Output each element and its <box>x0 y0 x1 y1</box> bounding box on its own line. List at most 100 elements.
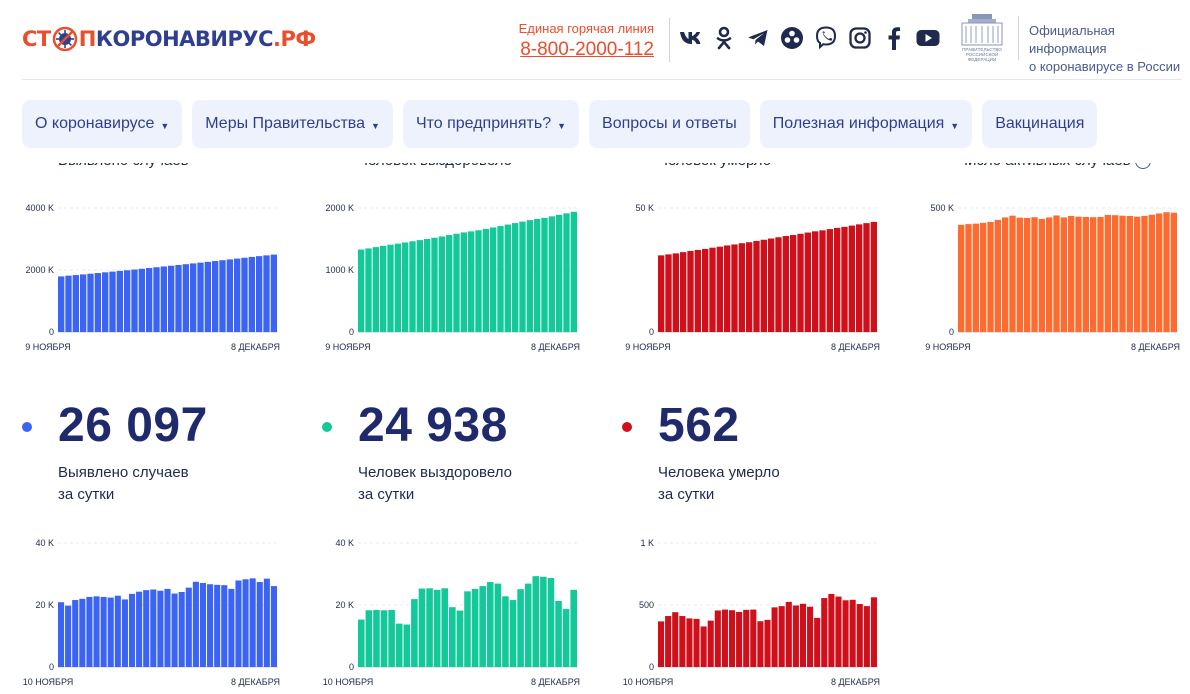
bar <box>819 230 826 332</box>
x-end-label: 8 ДЕКАБРЯ <box>531 677 580 687</box>
bar <box>402 242 409 332</box>
bar <box>563 213 570 332</box>
bar <box>562 609 570 667</box>
bar <box>365 610 373 667</box>
bar <box>395 623 403 667</box>
instagram-icon[interactable] <box>848 26 872 50</box>
mirtesen-icon[interactable] <box>780 26 804 50</box>
y-tick-label: 4000 K <box>25 203 54 213</box>
vk-icon[interactable] <box>678 26 702 50</box>
bar <box>475 230 482 332</box>
bar <box>226 259 233 332</box>
hotline-caption: Единая горячая линия <box>518 21 654 36</box>
bar <box>80 274 87 332</box>
nav-item-vaccination[interactable]: Вакцинация <box>982 100 1098 148</box>
bar <box>150 589 157 667</box>
bar <box>143 590 150 667</box>
bar <box>58 602 65 667</box>
bar <box>1038 218 1045 332</box>
bar <box>724 245 731 332</box>
facebook-icon[interactable] <box>882 26 906 50</box>
x-end-label: 8 ДЕКАБРЯ <box>1131 342 1180 352</box>
bar <box>1163 212 1170 332</box>
bar <box>548 216 555 332</box>
bar <box>482 228 489 332</box>
bar <box>497 226 504 332</box>
bar <box>102 272 109 332</box>
bar <box>263 578 270 667</box>
bar <box>834 227 841 332</box>
y-tick-label: 1000 K <box>325 265 354 275</box>
bar <box>807 606 814 667</box>
bar <box>204 261 211 332</box>
gov-official-info[interactable]: Официальная информация о коронавирусе в … <box>1029 22 1189 76</box>
nav-label: Что предпринять? <box>415 115 552 132</box>
x-start-label: 9 НОЯБРЯ <box>925 342 971 352</box>
chart-svg: 0 20 K 40 K 10 НОЯБРЯ 8 ДЕКАБРЯ <box>323 538 580 687</box>
bar <box>486 582 494 667</box>
bar <box>1002 217 1009 332</box>
gov-divider <box>1018 16 1019 60</box>
bar <box>736 611 743 667</box>
chart-svg: 0 500 1 K 10 НОЯБРЯ 8 ДЕКАБРЯ <box>623 538 880 687</box>
bar <box>672 253 679 332</box>
bar <box>418 588 426 667</box>
y-tick-label: 0 <box>649 327 654 337</box>
bar <box>1046 217 1053 332</box>
nav-item-useful-info[interactable]: Полезная информация ▼ <box>759 100 973 148</box>
bar <box>863 223 870 332</box>
bar <box>136 591 143 667</box>
nav-item-what-to-do[interactable]: Что предпринять? ▼ <box>402 100 580 148</box>
bar <box>835 596 842 667</box>
series-dot <box>622 422 632 432</box>
bar <box>431 237 438 332</box>
bar <box>1097 216 1104 332</box>
bar <box>826 229 833 332</box>
bar <box>743 609 750 667</box>
stat-caption: Выявлено случаев за сутки <box>58 462 258 506</box>
viber-icon[interactable] <box>814 26 838 50</box>
bar <box>114 595 121 667</box>
bar <box>693 618 700 667</box>
y-tick-label: 0 <box>49 327 54 337</box>
x-end-label: 8 ДЕКАБРЯ <box>231 342 280 352</box>
bar <box>517 589 524 667</box>
nav-item-government-measures[interactable]: Меры Правительства ▼ <box>192 100 393 148</box>
bar <box>358 249 365 332</box>
x-end-label: 8 ДЕКАБРЯ <box>531 342 580 352</box>
bar <box>555 600 562 667</box>
bar <box>1156 213 1163 332</box>
x-start-label: 10 НОЯБРЯ <box>623 677 674 687</box>
bar <box>1024 217 1031 332</box>
odnoklassniki-icon[interactable] <box>712 26 736 50</box>
government-emblem-icon[interactable]: ПРАВИТЕЛЬСТВО РОССИЙСКОЙ ФЕДЕРАЦИИ <box>956 12 1008 64</box>
chart-svg: 0 2000 K 4000 K 9 НОЯБРЯ 8 ДЕКАБРЯ <box>25 203 280 352</box>
bar <box>178 591 185 667</box>
telegram-icon[interactable] <box>746 26 770 50</box>
bar <box>731 244 738 332</box>
bar <box>541 217 548 332</box>
nav-label: Меры Правительства <box>205 115 366 132</box>
bar <box>775 237 782 332</box>
bar <box>658 255 665 332</box>
bar <box>540 576 547 667</box>
bar <box>534 218 541 332</box>
bar <box>494 583 502 667</box>
y-tick-label: 500 <box>639 600 654 610</box>
bar <box>504 224 511 332</box>
chart-svg: 0 500 K 9 НОЯБРЯ 8 ДЕКАБРЯ <box>925 203 1180 352</box>
bar <box>107 597 114 667</box>
stat-caption-line2: за сутки <box>358 486 415 503</box>
bar <box>438 236 445 332</box>
youtube-icon[interactable] <box>916 26 940 50</box>
bar <box>821 598 828 667</box>
nav-item-about-coronavirus[interactable]: О коронавирусе ▼ <box>22 100 183 148</box>
bar <box>760 239 767 332</box>
nav-label: О коронавирусе <box>35 115 155 132</box>
nav-item-questions-answers[interactable]: Вопросы и ответы <box>589 100 750 148</box>
site-logo[interactable]: СТ П КОРОНАВИРУС .РФ <box>22 24 316 54</box>
bar <box>848 225 855 332</box>
hotline-number-link[interactable]: 8-800-2000-112 <box>520 39 654 60</box>
bar <box>192 581 199 667</box>
bar <box>556 214 563 332</box>
